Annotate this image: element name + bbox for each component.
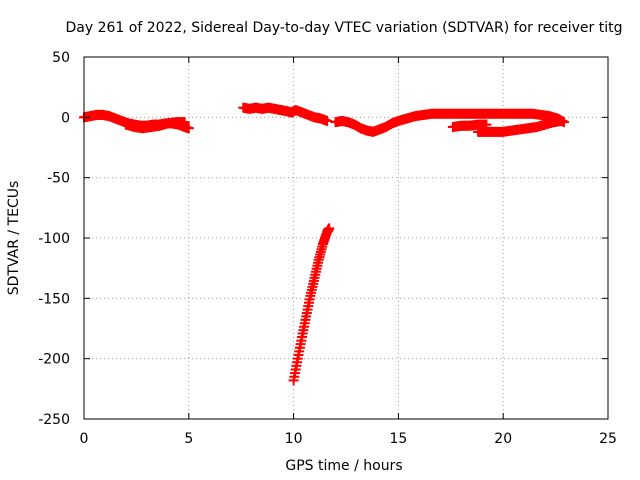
y-tick-label: -100 (38, 231, 70, 247)
tick-layer (83, 56, 609, 420)
x-axis-label: GPS time / hours (285, 458, 402, 474)
y-tick-label: 0 (61, 110, 70, 126)
chart-title: Day 261 of 2022, Sidereal Day-to-day VTE… (66, 20, 623, 36)
series-segment-1b (120, 117, 190, 134)
data-point (322, 115, 333, 126)
data-point (183, 123, 194, 134)
y-axis-label: SDTVAR / TECUs (6, 181, 22, 296)
x-tick-label: 25 (599, 431, 617, 447)
x-tick-label: 10 (285, 431, 303, 447)
y-tick-label: 50 (52, 50, 70, 66)
x-tick-label: 20 (494, 431, 512, 447)
y-tick-label: -150 (38, 291, 70, 307)
y-tick-label: -250 (38, 412, 70, 428)
series-segment-2 (238, 102, 333, 126)
x-tick-label: 0 (80, 431, 89, 447)
x-tick-labels: 0 5 10 15 20 25 (80, 431, 617, 447)
y-tick-label: -200 (38, 352, 70, 368)
data-layer (79, 102, 569, 386)
series-segment-6 (473, 115, 567, 137)
x-tick-label: 15 (389, 431, 407, 447)
y-tick-label: -50 (47, 171, 70, 187)
data-point (179, 117, 190, 128)
data-point (324, 223, 335, 234)
data-point (556, 115, 567, 126)
y-tick-labels: 50 0 -50 -100 -150 -200 -250 (38, 50, 70, 428)
series-segment-5 (447, 119, 492, 132)
x-tick-label: 5 (184, 431, 193, 447)
series-segment-3 (288, 223, 335, 386)
